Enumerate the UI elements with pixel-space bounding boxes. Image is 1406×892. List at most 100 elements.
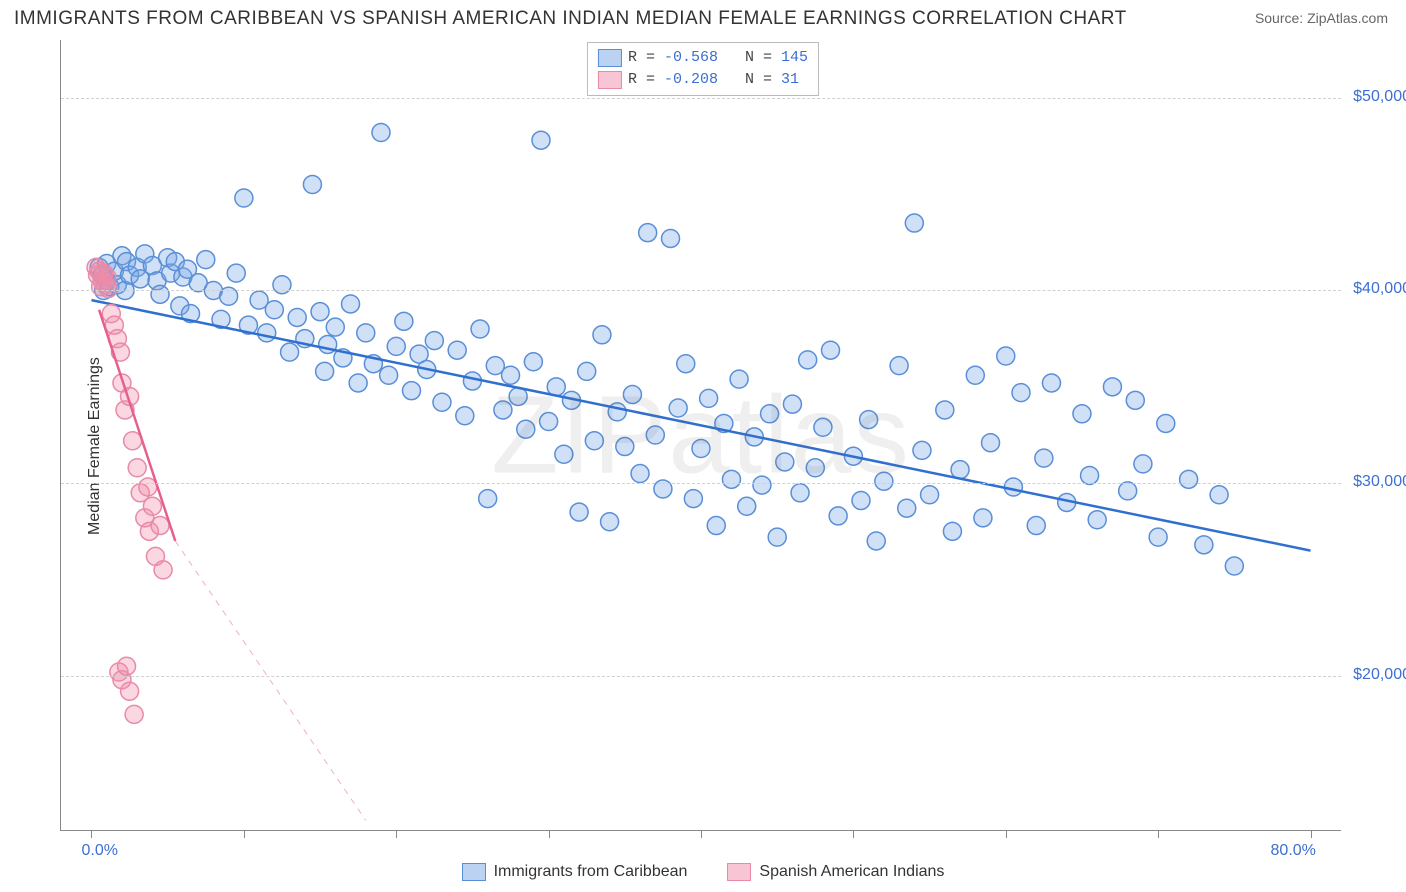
- data-point: [1119, 482, 1137, 500]
- data-point: [448, 341, 466, 359]
- data-point: [639, 224, 657, 242]
- data-point: [783, 395, 801, 413]
- x-tick-mark: [1311, 830, 1312, 838]
- data-point: [982, 434, 1000, 452]
- data-point: [258, 324, 276, 342]
- data-point: [669, 399, 687, 417]
- data-point: [700, 389, 718, 407]
- data-point: [585, 432, 603, 450]
- data-point: [1126, 391, 1144, 409]
- x-tick-mark: [244, 830, 245, 838]
- data-point: [197, 251, 215, 269]
- gridline: [61, 676, 1341, 677]
- data-point: [326, 318, 344, 336]
- data-point: [974, 509, 992, 527]
- legend-correlation: R = -0.568 N = 145R = -0.208 N = 31: [587, 42, 819, 96]
- data-point: [349, 374, 367, 392]
- data-point: [768, 528, 786, 546]
- data-point: [570, 503, 588, 521]
- swatch-icon: [598, 49, 622, 67]
- data-point: [722, 470, 740, 488]
- data-point: [433, 393, 451, 411]
- data-point: [616, 438, 634, 456]
- data-point: [662, 229, 680, 247]
- data-point: [799, 351, 817, 369]
- data-point: [1073, 405, 1091, 423]
- data-point: [265, 301, 283, 319]
- gridline: [61, 98, 1341, 99]
- data-point: [921, 486, 939, 504]
- data-point: [1012, 384, 1030, 402]
- trend-line: [91, 300, 1310, 550]
- data-point: [646, 426, 664, 444]
- source-label: Source: ZipAtlas.com: [1255, 10, 1388, 26]
- data-point: [875, 472, 893, 490]
- data-point: [936, 401, 954, 419]
- swatch-icon: [462, 863, 486, 881]
- data-point: [867, 532, 885, 550]
- data-point: [463, 372, 481, 390]
- data-point: [684, 490, 702, 508]
- x-tick-label: 0.0%: [81, 842, 117, 860]
- legend-stat-text: R = -0.208 N = 31: [628, 69, 799, 91]
- data-point: [707, 517, 725, 535]
- legend-stat-text: R = -0.568 N = 145: [628, 47, 808, 69]
- legend-series-label: Immigrants from Caribbean: [494, 863, 688, 881]
- legend-stat-row: R = -0.568 N = 145: [598, 47, 808, 69]
- data-point: [997, 347, 1015, 365]
- data-point: [151, 285, 169, 303]
- legend-series-item: Immigrants from Caribbean: [462, 863, 688, 881]
- data-point: [951, 461, 969, 479]
- data-point: [479, 490, 497, 508]
- data-point: [380, 366, 398, 384]
- data-point: [1225, 557, 1243, 575]
- chart-title: IMMIGRANTS FROM CARIBBEAN VS SPANISH AME…: [14, 8, 1127, 30]
- data-point: [966, 366, 984, 384]
- x-tick-mark: [853, 830, 854, 838]
- data-point: [943, 522, 961, 540]
- data-point: [761, 405, 779, 423]
- data-point: [1210, 486, 1228, 504]
- data-point: [311, 303, 329, 321]
- data-point: [387, 337, 405, 355]
- data-point: [852, 492, 870, 510]
- data-point: [905, 214, 923, 232]
- plot-area: ZIPatlas $20,000$30,000$40,000$50,0000.0…: [60, 40, 1341, 831]
- trend-line: [99, 310, 175, 541]
- x-tick-mark: [549, 830, 550, 838]
- data-point: [425, 332, 443, 350]
- data-point: [814, 418, 832, 436]
- data-point: [822, 341, 840, 359]
- y-tick-label: $20,000: [1353, 666, 1406, 684]
- legend-series-label: Spanish American Indians: [759, 863, 944, 881]
- legend-series: Immigrants from Caribbean Spanish America…: [0, 863, 1406, 886]
- data-point: [623, 386, 641, 404]
- data-point: [494, 401, 512, 419]
- x-tick-mark: [396, 830, 397, 838]
- data-point: [860, 411, 878, 429]
- gridline: [61, 483, 1341, 484]
- x-tick-mark: [91, 830, 92, 838]
- data-point: [555, 445, 573, 463]
- data-point: [578, 362, 596, 380]
- data-point: [1149, 528, 1167, 546]
- data-point: [502, 366, 520, 384]
- data-point: [532, 131, 550, 149]
- data-point: [631, 465, 649, 483]
- data-point: [540, 413, 558, 431]
- data-point: [235, 189, 253, 207]
- data-point: [913, 441, 931, 459]
- data-point: [524, 353, 542, 371]
- data-point: [402, 382, 420, 400]
- data-point: [1180, 470, 1198, 488]
- legend-stat-row: R = -0.208 N = 31: [598, 69, 808, 91]
- data-point: [456, 407, 474, 425]
- x-tick-mark: [1158, 830, 1159, 838]
- data-point: [357, 324, 375, 342]
- x-tick-label: 80.0%: [1271, 842, 1316, 860]
- data-point: [1157, 414, 1175, 432]
- data-point: [738, 497, 756, 515]
- data-point: [1027, 517, 1045, 535]
- data-point: [890, 357, 908, 375]
- data-point: [118, 657, 136, 675]
